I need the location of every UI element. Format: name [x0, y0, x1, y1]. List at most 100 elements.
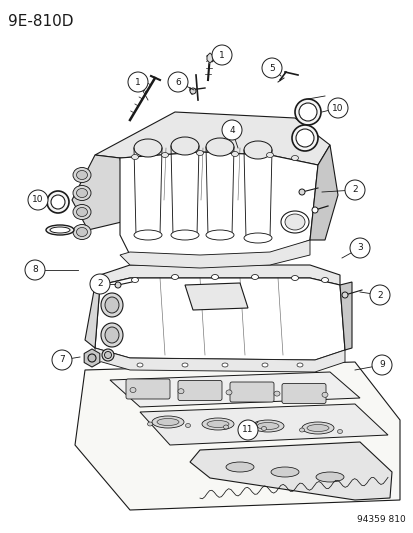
- Ellipse shape: [252, 420, 283, 432]
- Ellipse shape: [251, 274, 258, 279]
- Ellipse shape: [157, 418, 178, 425]
- Ellipse shape: [76, 207, 87, 216]
- Ellipse shape: [115, 282, 121, 288]
- Polygon shape: [206, 53, 212, 63]
- Polygon shape: [140, 404, 387, 445]
- Polygon shape: [339, 282, 351, 350]
- Polygon shape: [95, 112, 329, 165]
- Ellipse shape: [178, 389, 183, 394]
- Ellipse shape: [321, 392, 327, 397]
- Ellipse shape: [223, 425, 228, 429]
- Ellipse shape: [291, 125, 317, 151]
- Ellipse shape: [76, 189, 87, 198]
- Ellipse shape: [171, 137, 199, 155]
- Ellipse shape: [284, 214, 304, 230]
- Ellipse shape: [295, 129, 313, 147]
- Ellipse shape: [102, 349, 114, 361]
- Ellipse shape: [299, 428, 304, 432]
- Circle shape: [90, 274, 110, 294]
- Text: 11: 11: [242, 425, 253, 434]
- FancyBboxPatch shape: [230, 382, 273, 402]
- Ellipse shape: [101, 323, 123, 347]
- Text: 5: 5: [268, 63, 274, 72]
- Circle shape: [237, 420, 257, 440]
- Text: 6: 6: [175, 77, 180, 86]
- Ellipse shape: [131, 278, 138, 282]
- Ellipse shape: [311, 207, 317, 213]
- Circle shape: [261, 58, 281, 78]
- Polygon shape: [84, 349, 100, 367]
- Polygon shape: [190, 442, 391, 500]
- Ellipse shape: [315, 472, 343, 482]
- Ellipse shape: [243, 233, 271, 243]
- Ellipse shape: [130, 387, 136, 392]
- Ellipse shape: [261, 363, 267, 367]
- Circle shape: [344, 180, 364, 200]
- Ellipse shape: [76, 171, 87, 180]
- Ellipse shape: [76, 228, 87, 237]
- Ellipse shape: [171, 274, 178, 279]
- Ellipse shape: [221, 363, 228, 367]
- Text: 1: 1: [218, 51, 224, 60]
- Polygon shape: [95, 278, 344, 360]
- Circle shape: [128, 72, 147, 92]
- Ellipse shape: [73, 185, 91, 200]
- Polygon shape: [120, 152, 317, 258]
- Ellipse shape: [256, 423, 278, 430]
- Ellipse shape: [171, 230, 199, 240]
- Text: 3: 3: [356, 244, 362, 253]
- Ellipse shape: [306, 424, 328, 432]
- Polygon shape: [185, 283, 247, 310]
- Ellipse shape: [147, 422, 152, 426]
- Ellipse shape: [105, 297, 119, 313]
- Ellipse shape: [185, 424, 190, 427]
- Ellipse shape: [291, 156, 298, 160]
- Ellipse shape: [298, 189, 304, 195]
- Ellipse shape: [261, 426, 266, 431]
- Ellipse shape: [46, 225, 74, 235]
- Ellipse shape: [202, 418, 233, 430]
- Ellipse shape: [206, 138, 233, 156]
- Ellipse shape: [206, 230, 233, 240]
- Ellipse shape: [105, 327, 119, 343]
- Polygon shape: [120, 240, 309, 268]
- Polygon shape: [85, 285, 100, 348]
- Ellipse shape: [182, 363, 188, 367]
- Ellipse shape: [291, 276, 298, 280]
- Circle shape: [221, 120, 242, 140]
- Ellipse shape: [73, 167, 91, 182]
- Ellipse shape: [196, 150, 203, 156]
- Text: 4: 4: [229, 125, 234, 134]
- Ellipse shape: [296, 363, 302, 367]
- Circle shape: [25, 260, 45, 280]
- Ellipse shape: [206, 421, 228, 427]
- Text: 9: 9: [378, 360, 384, 369]
- Ellipse shape: [337, 430, 342, 433]
- Ellipse shape: [51, 195, 65, 209]
- Ellipse shape: [101, 293, 123, 317]
- Polygon shape: [110, 372, 359, 407]
- Ellipse shape: [88, 354, 96, 362]
- Text: 1: 1: [135, 77, 140, 86]
- FancyBboxPatch shape: [281, 384, 325, 403]
- Ellipse shape: [137, 363, 142, 367]
- Ellipse shape: [266, 152, 273, 157]
- Ellipse shape: [134, 139, 161, 157]
- Ellipse shape: [280, 211, 308, 233]
- Text: 2: 2: [97, 279, 102, 288]
- Ellipse shape: [134, 230, 161, 240]
- Text: 9E-810D: 9E-810D: [8, 14, 74, 29]
- FancyBboxPatch shape: [178, 381, 221, 400]
- Circle shape: [168, 72, 188, 92]
- Text: 2: 2: [351, 185, 357, 195]
- Ellipse shape: [161, 152, 168, 157]
- Text: 2: 2: [376, 290, 382, 300]
- Ellipse shape: [190, 88, 195, 94]
- Ellipse shape: [231, 151, 238, 157]
- Ellipse shape: [271, 467, 298, 477]
- Ellipse shape: [294, 99, 320, 125]
- Circle shape: [349, 238, 369, 258]
- Ellipse shape: [85, 351, 99, 365]
- Circle shape: [369, 285, 389, 305]
- Polygon shape: [75, 362, 399, 510]
